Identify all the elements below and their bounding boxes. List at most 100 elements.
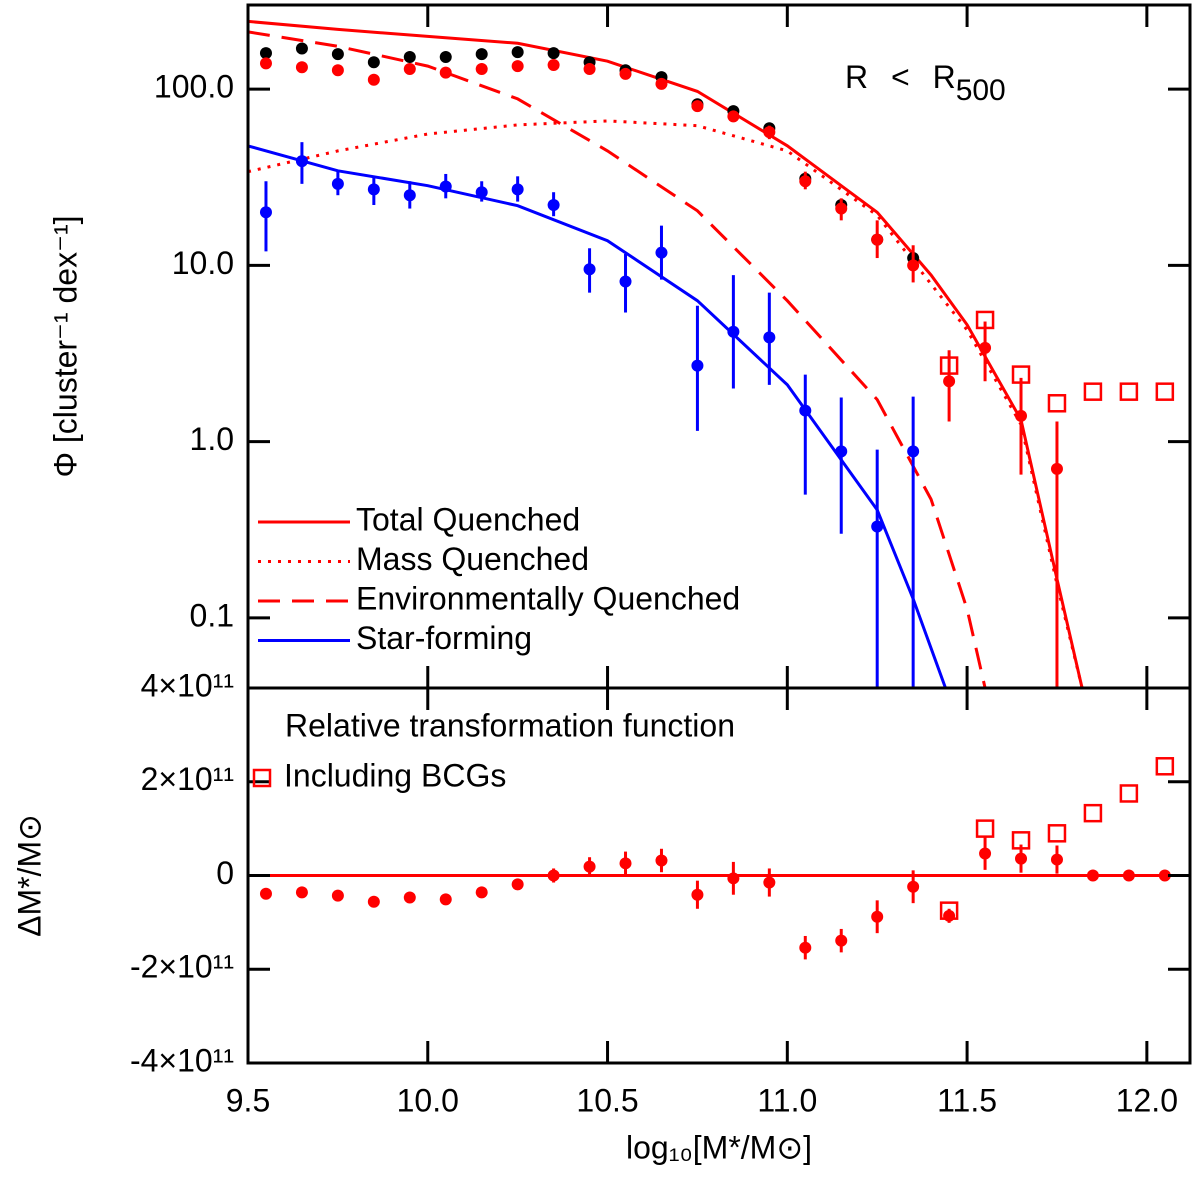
y-tick-label: 0.1: [190, 597, 234, 633]
y-tick-label: 1.0: [190, 421, 234, 457]
point: [907, 259, 920, 272]
square-marker: [1155, 382, 1175, 401]
legend-label: Mass Quenched: [356, 541, 589, 577]
point: [835, 445, 848, 458]
point: [619, 275, 632, 288]
square-marker: [939, 901, 959, 920]
square-marker: [1083, 803, 1103, 823]
square-marker: [1047, 394, 1067, 413]
point: [511, 183, 524, 196]
square-marker: [1119, 784, 1139, 803]
point: [259, 47, 272, 60]
y-axis-label: Φ [cluster⁻¹ dex⁻¹]: [47, 215, 83, 477]
point: [295, 42, 308, 55]
point: [475, 886, 488, 899]
square-marker: [975, 310, 995, 330]
panel-frame: [246, 686, 1192, 1065]
curve: [248, 144, 947, 688]
point: [295, 61, 308, 74]
point: [655, 246, 668, 259]
point: [259, 206, 272, 219]
point: [727, 872, 740, 885]
annotation-sub: 500: [956, 74, 1006, 107]
curve: [248, 30, 987, 688]
annotation: R < R500: [845, 59, 1006, 106]
point: [871, 910, 884, 923]
x-axis-label: log₁₀[M*/M⊙]: [626, 1129, 812, 1165]
plot-area: [248, 19, 1200, 688]
y-tick-label: 2×10¹¹: [141, 761, 234, 797]
point: [871, 520, 884, 533]
point: [367, 895, 380, 908]
point: [1050, 853, 1063, 866]
x-tick-label: 11.0: [757, 1082, 817, 1118]
point: [763, 331, 776, 344]
square-marker: [1193, 488, 1200, 504]
point: [655, 77, 668, 90]
point: [259, 887, 272, 900]
point: [331, 177, 344, 190]
point: [583, 263, 596, 276]
point: [799, 175, 812, 188]
point: [1158, 869, 1171, 882]
point: [403, 189, 416, 202]
square-marker: [1155, 757, 1175, 776]
point: [367, 73, 380, 86]
point: [583, 63, 596, 76]
point: [1015, 409, 1028, 422]
point: [835, 202, 848, 215]
point: [727, 110, 740, 123]
point: [511, 878, 524, 891]
point: [619, 857, 632, 870]
y-tick-label: 0: [216, 855, 234, 891]
y-tick-label: 10.0: [172, 245, 234, 281]
y-tick-label: -2×10¹¹: [130, 949, 234, 985]
point: [403, 891, 416, 904]
point: [439, 66, 452, 79]
y-tick-label: -4×10¹¹: [130, 1042, 234, 1078]
y-tick-label: 100.0: [154, 69, 234, 105]
x-tick-label: 10.0: [397, 1082, 459, 1118]
legend-label: Total Quenched: [356, 501, 580, 537]
point: [691, 359, 704, 372]
y-axis-label: ΔM*/M⊙: [11, 814, 47, 937]
legend-label: Star-forming: [356, 620, 532, 656]
point: [1086, 869, 1099, 882]
point: [763, 126, 776, 139]
square-marker: [1011, 365, 1031, 384]
point: [799, 941, 812, 954]
point: [403, 63, 416, 76]
square-marker: [939, 356, 959, 375]
point: [655, 854, 668, 867]
point: [475, 48, 488, 61]
x-tick-label: 10.5: [576, 1082, 638, 1118]
square-marker: [1119, 382, 1139, 401]
plot-area: [248, 757, 1200, 960]
square-marker: [1193, 836, 1200, 852]
x-tick-label: 9.5: [226, 1082, 270, 1118]
point: [835, 934, 848, 947]
point: [583, 860, 596, 873]
point: [331, 889, 344, 902]
annotation: Relative transformation function: [285, 707, 735, 743]
point: [943, 909, 956, 922]
legend-label: Environmentally Quenched: [356, 580, 740, 616]
point: [691, 888, 704, 901]
point: [727, 325, 740, 338]
square-marker: [975, 819, 995, 838]
point: [475, 63, 488, 76]
legend-marker: [252, 768, 272, 788]
point: [295, 886, 308, 899]
point: [799, 404, 812, 417]
point: [547, 869, 560, 882]
point: [619, 67, 632, 80]
x-tick-label: 11.5: [937, 1082, 997, 1118]
point: [1195, 870, 1200, 882]
square-marker: [1011, 831, 1031, 850]
y-tick-label: 4×10¹¹: [141, 667, 234, 703]
point: [547, 198, 560, 211]
point: [475, 186, 488, 199]
point: [979, 847, 992, 860]
point: [367, 56, 380, 69]
